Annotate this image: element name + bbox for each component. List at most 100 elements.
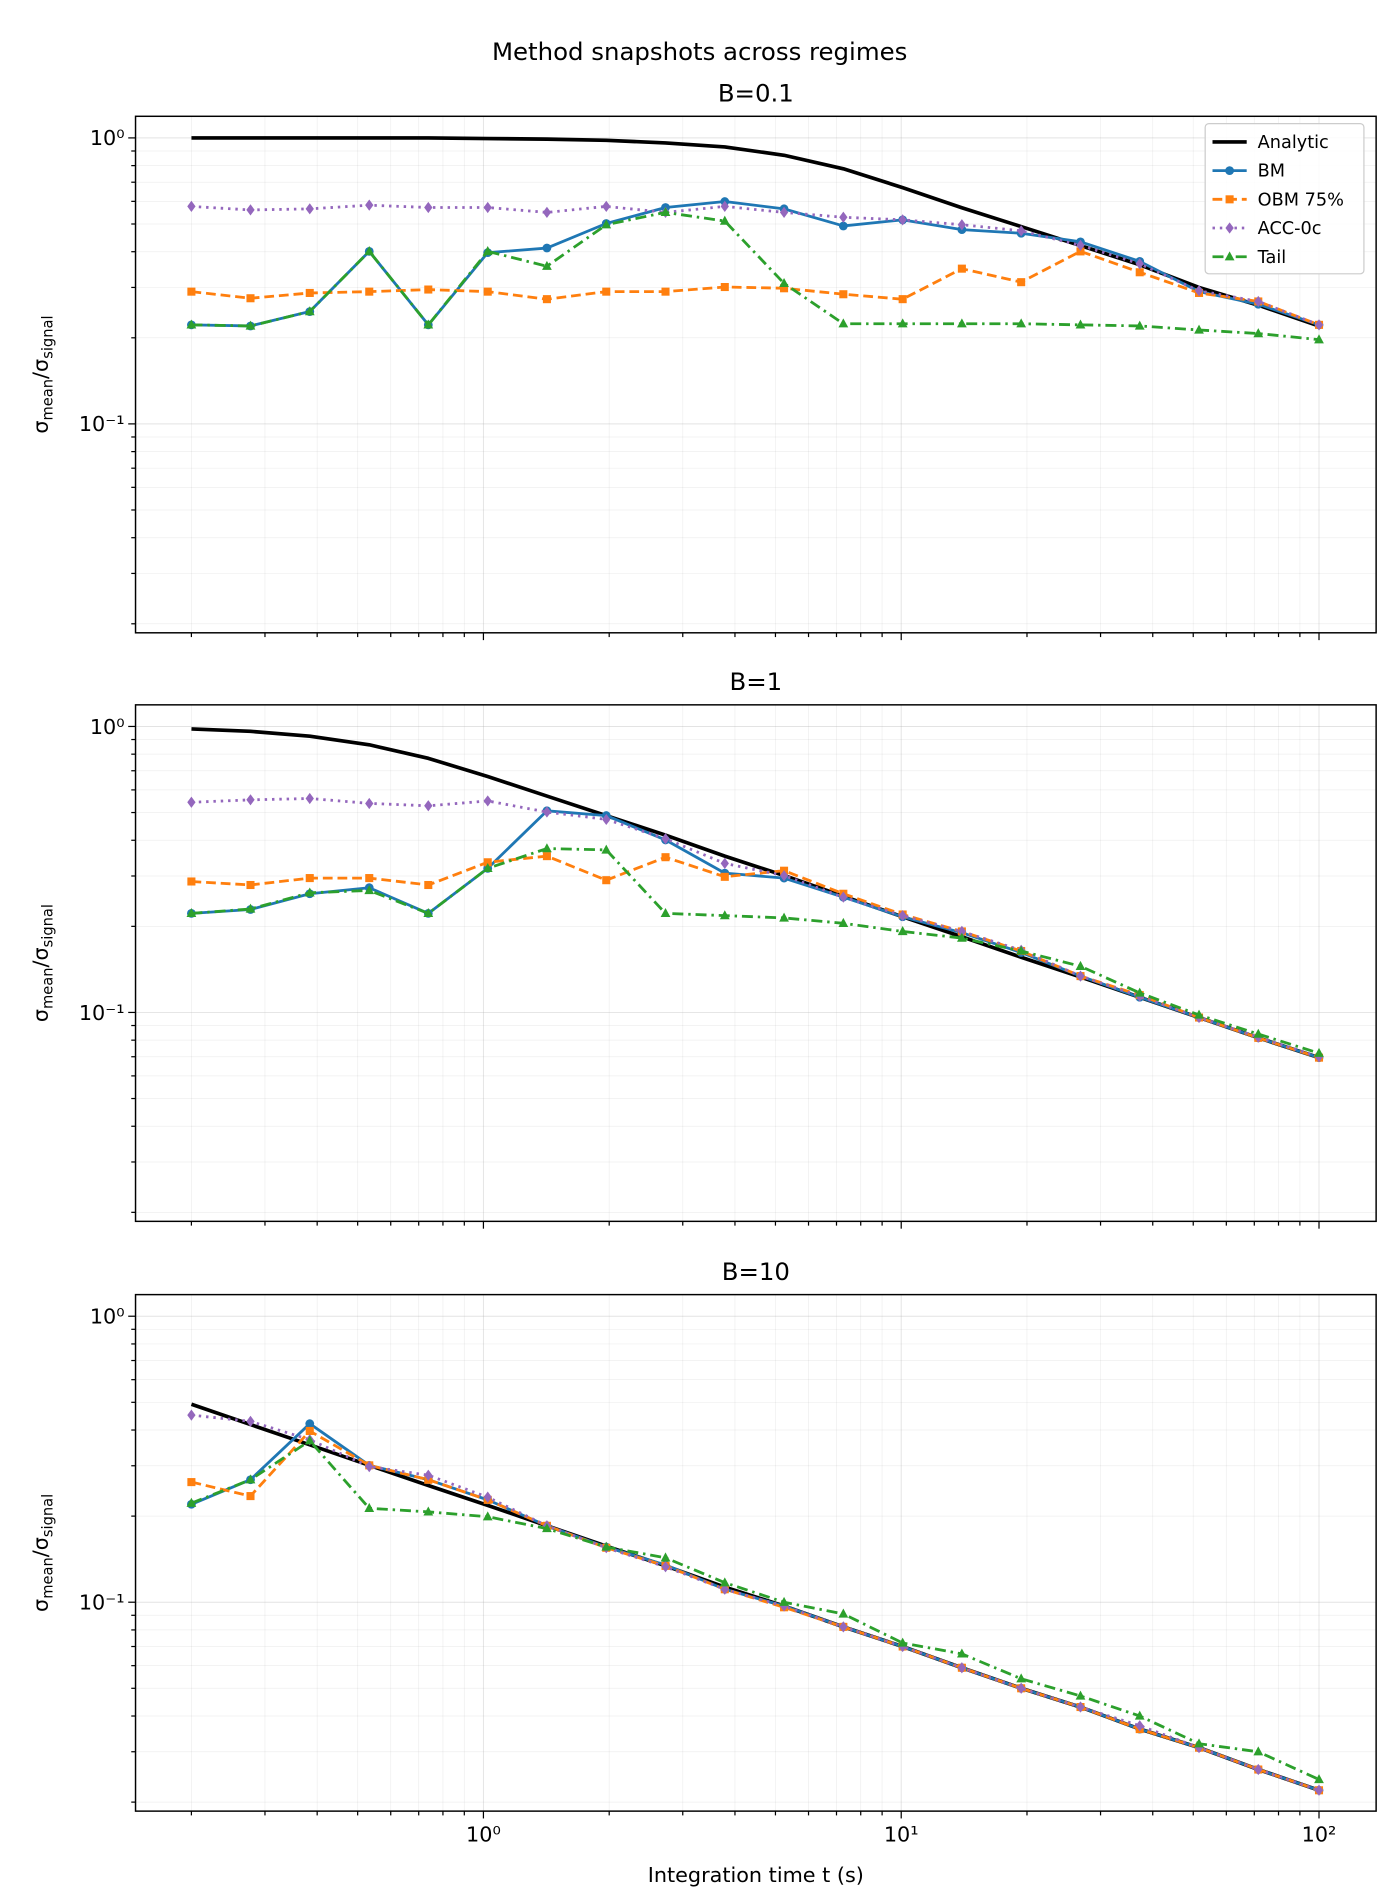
data-point	[898, 295, 907, 304]
legend-item: Tail	[1212, 248, 1286, 268]
data-point	[660, 908, 671, 918]
data-point	[246, 1415, 255, 1427]
data-point	[779, 912, 789, 922]
panel-title: B=0.1	[718, 79, 794, 108]
data-point	[186, 908, 197, 918]
legend-marker	[1225, 195, 1234, 204]
data-point	[423, 908, 434, 918]
data-point	[660, 207, 671, 217]
data-point	[957, 1662, 967, 1674]
data-point	[365, 287, 374, 296]
panel-1: B=0.1 10⁰ 10⁻¹ σmean/σsignal Analytic BM OBM 7…	[29, 79, 1377, 641]
data-point	[720, 857, 729, 870]
data-point	[365, 874, 374, 883]
data-point	[1135, 258, 1144, 270]
y-axis-label-part: σ	[29, 1009, 53, 1022]
legend-label: Analytic	[1258, 133, 1329, 153]
data-point	[245, 1474, 256, 1484]
series-line	[191, 809, 1320, 1059]
y-axis-label: σmean/σsignal	[29, 904, 57, 1022]
series-line	[191, 210, 1320, 342]
y-axis-label-part: signal	[40, 1494, 57, 1537]
data-point	[187, 287, 196, 296]
x-tick-label: 10⁰	[466, 1823, 501, 1847]
series-line	[191, 249, 1320, 327]
data-point	[602, 287, 611, 296]
x-tick-label: 10²	[1302, 1823, 1337, 1847]
data-point	[542, 260, 552, 270]
data-point	[1134, 987, 1145, 997]
data-point	[839, 891, 848, 903]
y-axis-label-part: signal	[40, 315, 57, 358]
data-point	[602, 813, 611, 826]
series-tail	[186, 1435, 1324, 1784]
data-point	[1194, 1009, 1204, 1019]
data-point	[305, 203, 314, 215]
data-point	[245, 320, 256, 330]
data-point	[1075, 319, 1086, 329]
data-point	[187, 1409, 196, 1421]
data-point	[601, 844, 612, 854]
series-line	[191, 847, 1320, 1055]
legend-label: OBM 75%	[1258, 190, 1344, 210]
panel-2: B=1 10⁰ 10⁻¹ σmean/σsignal	[29, 667, 1377, 1229]
data-point	[1075, 1690, 1086, 1700]
series-line	[191, 854, 1320, 1059]
legend-item: BM	[1212, 162, 1285, 182]
data-point	[305, 792, 314, 805]
data-point	[661, 287, 670, 296]
y-axis-label-part: /σ	[29, 359, 53, 379]
y-tick-label: 10⁰	[90, 126, 125, 150]
axes-frame	[134, 1293, 1377, 1812]
data-point	[1076, 970, 1085, 982]
legend-marker	[1224, 251, 1235, 261]
data-point	[1134, 1710, 1145, 1720]
axes-frame	[134, 115, 1377, 634]
data-point	[779, 206, 789, 219]
data-point	[305, 1419, 315, 1429]
data-point	[897, 1637, 908, 1647]
data-point	[719, 1577, 730, 1587]
data-point	[483, 795, 492, 807]
series-line	[190, 1422, 1320, 1792]
legend: Analytic BM OBM 75% ACC-0c Tail	[1204, 123, 1365, 275]
data-point	[838, 318, 849, 328]
data-point	[424, 880, 433, 890]
gridlines	[135, 704, 1377, 1222]
panel-title: B=10	[722, 1257, 790, 1286]
legend-box	[1204, 123, 1365, 275]
data-point	[601, 1541, 612, 1551]
data-point	[838, 221, 848, 231]
data-point	[483, 201, 492, 214]
data-point	[660, 1552, 671, 1562]
legend-marker	[1225, 222, 1234, 234]
data-point	[1017, 1682, 1026, 1694]
data-point	[779, 1596, 789, 1606]
data-point	[305, 1426, 314, 1435]
data-point	[542, 206, 552, 219]
data-point	[1314, 1047, 1324, 1057]
data-point	[1314, 319, 1324, 331]
panel-3: B=10 10⁰ 10⁻¹ 10⁰ 10¹ 10² σmean/σsignal	[29, 1257, 1377, 1847]
data-point	[838, 1608, 849, 1618]
legend-item: OBM 75%	[1212, 190, 1344, 210]
data-point	[542, 852, 551, 861]
y-axis-label-part: mean	[40, 967, 57, 1009]
data-point	[602, 200, 611, 213]
data-point	[304, 887, 315, 897]
x-axis-label: Integration time t (s)	[648, 1863, 864, 1887]
y-axis-label-part: mean	[40, 1557, 57, 1599]
y-axis-label-part: /σ	[29, 947, 53, 967]
data-point	[1016, 945, 1027, 955]
data-point	[1314, 334, 1324, 344]
data-point	[1314, 1774, 1324, 1784]
data-point	[1194, 324, 1204, 334]
data-point	[898, 910, 907, 922]
data-point	[424, 1469, 433, 1481]
data-point	[957, 219, 967, 231]
y-tick-label: 10⁻¹	[79, 1591, 125, 1615]
data-point	[1076, 239, 1085, 251]
data-point	[779, 869, 789, 882]
series-tail	[186, 843, 1324, 1057]
